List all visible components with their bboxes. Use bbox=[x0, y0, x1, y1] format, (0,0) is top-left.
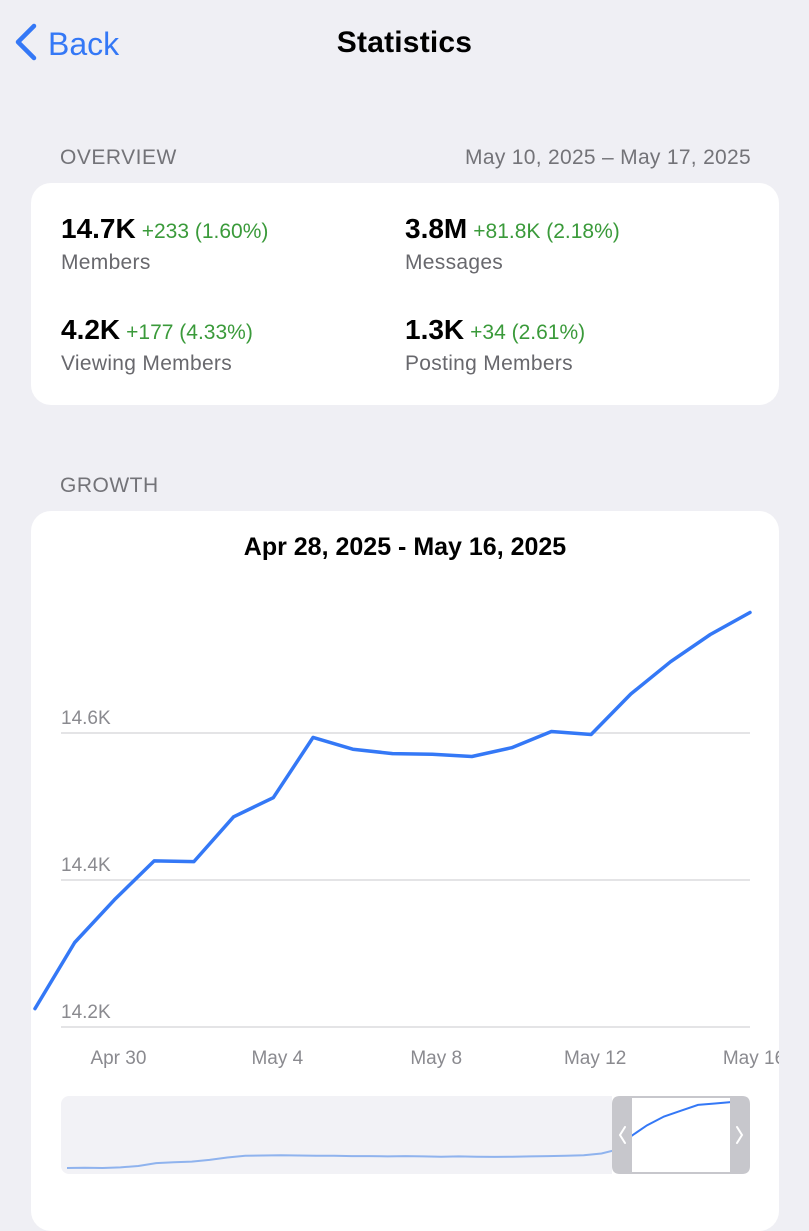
stat-value: 1.3K bbox=[405, 314, 464, 345]
stat-delta: +177 (4.33%) bbox=[126, 321, 253, 344]
stat-label: Messages bbox=[405, 251, 620, 275]
overview-date-range: May 10, 2025 – May 17, 2025 bbox=[465, 146, 751, 170]
overview-card: 14.7K +233 (1.60%) Members 3.8M +81.8K (2.… bbox=[31, 183, 779, 405]
stat-value: 4.2K bbox=[61, 314, 120, 345]
stat-posting-members: 1.3K +34 (2.61%) Posting Members bbox=[405, 314, 585, 376]
stat-viewing-members: 4.2K +177 (4.33%) Viewing Members bbox=[61, 314, 253, 376]
stat-delta: +81.8K (2.18%) bbox=[473, 220, 620, 243]
x-tick-label: May 12 bbox=[564, 1048, 626, 1069]
growth-header: GROWTH bbox=[60, 474, 159, 498]
page-title: Statistics bbox=[0, 26, 809, 60]
stat-delta: +34 (2.61%) bbox=[470, 321, 585, 344]
growth-line-chart[interactable]: 14.6K 14.4K 14.2K Apr 30 May 4 May 8 May 12 Ma… bbox=[31, 511, 779, 1200]
stat-delta: +233 (1.60%) bbox=[142, 220, 269, 243]
growth-section-header: GROWTH bbox=[60, 474, 751, 498]
x-tick-label: May 16 bbox=[723, 1048, 779, 1069]
y-tick-label: 14.6K bbox=[61, 708, 111, 729]
stat-value: 14.7K bbox=[61, 213, 136, 244]
stat-label: Posting Members bbox=[405, 352, 585, 376]
stat-value: 3.8M bbox=[405, 213, 467, 244]
navigation-bar: Back Statistics bbox=[0, 0, 809, 90]
overview-header: OVERVIEW bbox=[60, 146, 177, 170]
y-tick-label: 14.4K bbox=[61, 855, 111, 876]
x-tick-label: Apr 30 bbox=[90, 1048, 146, 1069]
stat-label: Members bbox=[61, 251, 268, 275]
x-tick-label: May 8 bbox=[410, 1048, 462, 1069]
y-tick-label: 14.2K bbox=[61, 1002, 111, 1023]
range-handle-left[interactable] bbox=[612, 1096, 632, 1174]
x-tick-label: May 4 bbox=[251, 1048, 303, 1069]
stat-members: 14.7K +233 (1.60%) Members bbox=[61, 213, 268, 275]
overview-section-header: OVERVIEW May 10, 2025 – May 17, 2025 bbox=[60, 146, 751, 170]
stat-label: Viewing Members bbox=[61, 352, 253, 376]
series-line bbox=[35, 613, 750, 1009]
range-handle-right[interactable] bbox=[730, 1096, 750, 1174]
stat-messages: 3.8M +81.8K (2.18%) Messages bbox=[405, 213, 620, 275]
